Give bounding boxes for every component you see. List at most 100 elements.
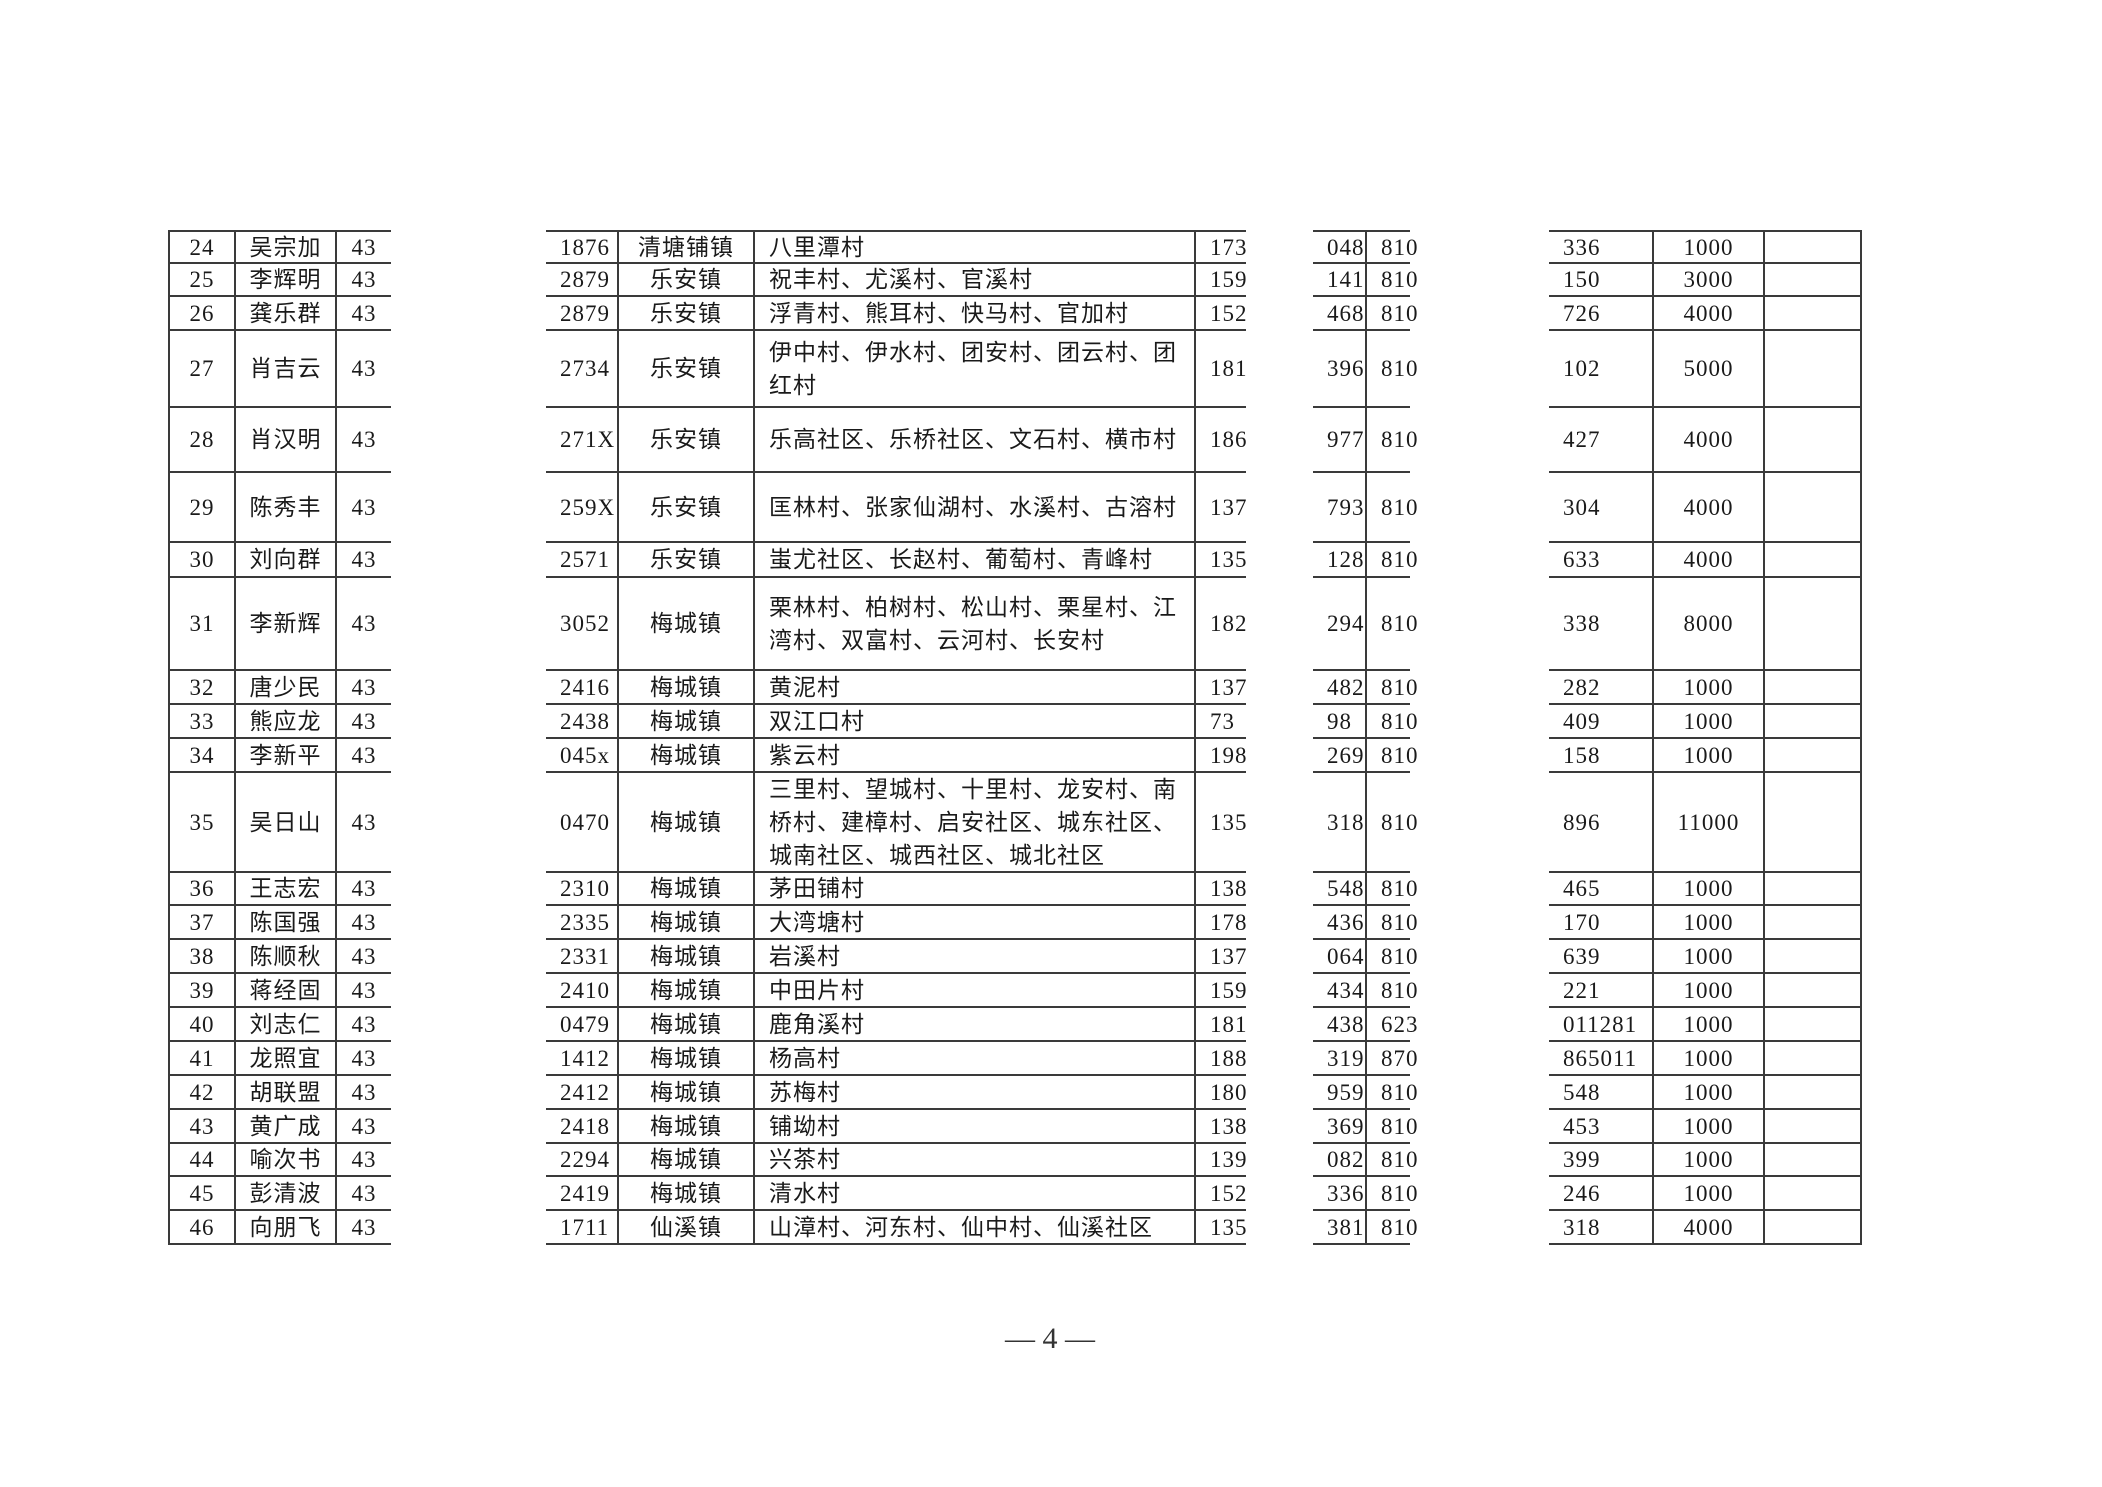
amount-cell-text: 4000: [1683, 547, 1734, 572]
villages-cell: 蚩尤社区、长赵村、葡萄村、青峰村: [755, 543, 1196, 578]
name-cell-text: 龚乐群: [249, 300, 322, 326]
account-suffix-cell-text: 102: [1563, 356, 1601, 381]
account-prefix-cell: 810: [1367, 264, 1418, 297]
name-cell-text: 向朋飞: [249, 1214, 322, 1240]
phone-suffix-cell: 468: [1313, 297, 1367, 331]
phone-prefix-cell: 173: [1196, 230, 1247, 264]
row-number-cell-text: 37: [189, 909, 215, 935]
amount-cell: 8000: [1654, 578, 1765, 671]
account-suffix-cell: 896: [1549, 773, 1654, 873]
id-prefix-cell-text: 43: [351, 1113, 377, 1139]
name-cell-text: 李新平: [249, 742, 322, 768]
villages-cell-text: 浮青村、熊耳村、快马村、官加村: [769, 300, 1129, 326]
name-cell: 刘志仁: [236, 1008, 337, 1042]
amount-cell-text: 1000: [1683, 1079, 1734, 1105]
note-cell: [1765, 297, 1862, 331]
name-cell-text: 陈国强: [249, 909, 322, 935]
amount-cell: 1000: [1654, 1076, 1765, 1110]
row-number-cell: 30: [168, 543, 236, 578]
id-prefix-cell-text: 43: [351, 611, 377, 636]
villages-cell: 中田片村: [755, 974, 1196, 1008]
account-prefix-cell-text: 810: [1381, 234, 1419, 260]
account-prefix-cell-text: 810: [1381, 611, 1419, 636]
id-prefix-cell: 43: [337, 671, 391, 705]
phone-prefix-cell: 198: [1196, 739, 1248, 773]
id-suffix-cell-text: 2412: [560, 1079, 610, 1105]
town-cell-text: 清塘铺镇: [638, 234, 734, 260]
id-prefix-cell-text: 43: [351, 1011, 377, 1037]
row-number-cell: 34: [168, 739, 236, 773]
row-number-cell-text: 43: [189, 1113, 215, 1139]
villages-cell: 乐高社区、乐桥社区、文石村、横市村: [755, 408, 1196, 473]
id-suffix-cell-text: 2335: [560, 909, 610, 935]
phone-suffix-cell: 064: [1313, 940, 1367, 974]
phone-prefix-cell-text: 135: [1210, 547, 1248, 572]
account-suffix-cell-text: 639: [1563, 943, 1601, 969]
name-cell: 龚乐群: [236, 297, 337, 331]
row-number-cell: 43: [168, 1110, 236, 1144]
id-suffix-cell-text: 2294: [560, 1147, 610, 1172]
name-cell: 向朋飞: [236, 1211, 337, 1245]
phone-prefix-cell-text: 198: [1210, 742, 1248, 768]
id-suffix-cell-text: 259X: [560, 494, 616, 520]
id-suffix-cell-text: 271X: [560, 427, 616, 452]
phone-suffix-cell: 369: [1313, 1110, 1367, 1144]
account-prefix-cell-text: 810: [1381, 1180, 1419, 1206]
account-prefix-cell: 810: [1367, 408, 1418, 473]
phone-prefix-cell-text: 152: [1210, 1180, 1248, 1206]
id-suffix-cell-text: 045x: [560, 742, 610, 768]
row-number-cell: 39: [168, 974, 236, 1008]
phone-prefix-cell-text: 135: [1210, 809, 1248, 835]
phone-suffix-cell-text: 082: [1327, 1147, 1365, 1172]
villages-cell-text: 双江口村: [769, 708, 865, 734]
id-prefix-cell-text: 43: [351, 1045, 377, 1071]
row-number-cell-text: 45: [189, 1180, 215, 1206]
phone-prefix-cell: 181: [1196, 1008, 1247, 1042]
town-cell-text: 乐安镇: [650, 300, 722, 326]
villages-cell-text: 乐高社区、乐桥社区、文石村、横市村: [769, 427, 1177, 452]
phone-prefix-cell: 137: [1196, 671, 1247, 705]
account-prefix-cell: 810: [1367, 543, 1418, 578]
account-suffix-cell: 726: [1549, 297, 1654, 331]
amount-cell: 1000: [1654, 906, 1765, 940]
phone-suffix-cell-text: 548: [1327, 876, 1365, 901]
id-prefix-cell-text: 43: [351, 1079, 377, 1105]
account-suffix-cell-text: 465: [1563, 876, 1601, 901]
name-cell: 唐少民: [236, 671, 337, 705]
account-suffix-cell: 011281: [1549, 1008, 1654, 1042]
name-cell: 陈顺秋: [236, 940, 337, 974]
account-prefix-cell-text: 810: [1381, 300, 1419, 326]
account-prefix-cell-text: 810: [1381, 1113, 1419, 1139]
account-prefix-cell-text: 810: [1381, 356, 1419, 381]
phone-suffix-cell: 434: [1313, 974, 1367, 1008]
villages-cell: 兴茶村: [755, 1144, 1196, 1177]
amount-cell: 1000: [1654, 1144, 1765, 1177]
row-number-cell: 40: [168, 1008, 236, 1042]
phone-prefix-cell: 181: [1196, 331, 1247, 408]
account-prefix-cell-text: 870: [1381, 1045, 1419, 1071]
id-prefix-cell: 43: [337, 773, 391, 873]
town-cell: 清塘铺镇: [617, 230, 755, 264]
town-cell: 梅城镇: [617, 1042, 755, 1076]
id-suffix-cell: 2879: [546, 297, 617, 331]
account-prefix-cell-text: 810: [1381, 977, 1419, 1003]
amount-cell-text: 5000: [1683, 356, 1734, 381]
id-prefix-cell-text: 43: [351, 267, 377, 292]
town-cell: 乐安镇: [617, 408, 755, 473]
row-number-cell: 33: [168, 705, 236, 739]
villages-cell: 黄泥村: [755, 671, 1196, 705]
note-cell: [1765, 264, 1862, 297]
note-cell: [1765, 473, 1862, 543]
id-suffix-cell: 2335: [546, 906, 617, 940]
row-number-cell-text: 41: [189, 1045, 215, 1071]
id-suffix-cell-text: 2418: [560, 1113, 610, 1139]
name-cell: 肖吉云: [236, 331, 337, 408]
row-number-cell-text: 27: [189, 356, 215, 381]
id-prefix-cell-text: 43: [351, 809, 377, 835]
amount-cell-text: 3000: [1683, 267, 1734, 292]
id-suffix-cell: 1711: [546, 1211, 617, 1245]
villages-cell: 祝丰村、尤溪村、官溪村: [755, 264, 1196, 297]
account-suffix-cell-text: 221: [1563, 977, 1601, 1003]
villages-cell-text: 三里村、望城村、十里村、龙安村、南桥村、建樟村、启安社区、城东社区、城南社区、城…: [769, 776, 1177, 868]
id-suffix-cell-text: 1876: [560, 234, 610, 260]
